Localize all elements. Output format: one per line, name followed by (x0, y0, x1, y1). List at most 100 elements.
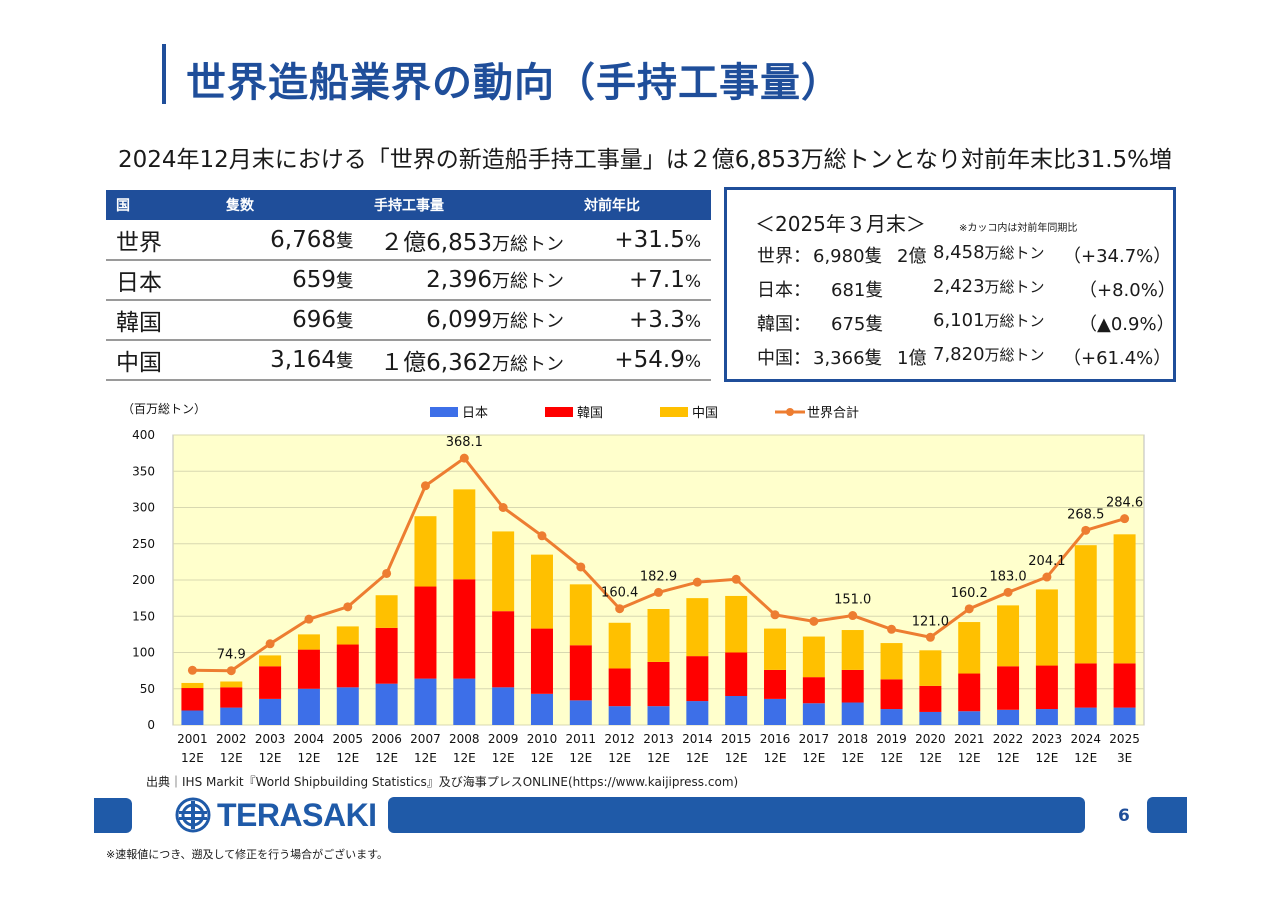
bar-segment (686, 656, 709, 702)
bar-segment (919, 650, 942, 686)
box-volume: 6,101万総トン (933, 310, 1045, 331)
country-cell: 韓国 (106, 300, 216, 341)
x-tick-label-period: 12E (375, 751, 398, 765)
bar-segment (1074, 707, 1097, 725)
y-tick-label: 150 (132, 609, 155, 623)
bar-segment (336, 644, 359, 688)
x-tick-label-year: 2022 (993, 732, 1024, 746)
world-total-point (382, 568, 392, 578)
bar-segment (375, 683, 398, 725)
footer-right-bar (1147, 797, 1187, 833)
legend-marker (786, 408, 794, 416)
terasaki-emblem-icon (175, 797, 211, 833)
box-change: （+34.7%） (1063, 246, 1172, 267)
box-country: 日本： (757, 280, 811, 301)
bar-segment (220, 687, 243, 708)
bar-segment (802, 677, 825, 704)
bar-segment (725, 595, 748, 653)
footer-left-bar (94, 798, 132, 833)
data-label: 183.0 (989, 569, 1026, 584)
bar-segment (997, 666, 1020, 710)
chart-svg: 0 50 100 150 200 250 300 350 400 （百万総トン） 日本 韓国 中国 世界合… (122, 402, 1145, 765)
legend-swatch (430, 407, 458, 417)
bar-segment (259, 698, 282, 725)
bar-segment (764, 698, 787, 725)
change-cell: +3.3% (574, 300, 711, 341)
x-tick-label-period: 12E (1074, 751, 1097, 765)
world-total-point (964, 604, 974, 614)
x-tick-label-period: 12E (414, 751, 437, 765)
bar-segment (530, 628, 553, 694)
x-tick-label-period: 12E (336, 751, 359, 765)
x-tick-label-period: 12E (1035, 751, 1058, 765)
x-tick-label-year: 2001 (177, 732, 208, 746)
x-tick-label-year: 2011 (566, 732, 597, 746)
x-tick-label-year: 2018 (837, 732, 868, 746)
bar-segment (958, 673, 981, 712)
bar-segment (492, 687, 515, 725)
world-total-point (304, 614, 314, 624)
x-tick-label-year: 2013 (643, 732, 674, 746)
change-cell: +7.1% (574, 260, 711, 301)
bar-segment (181, 710, 204, 725)
bar-segment (764, 669, 787, 699)
bar-segment (336, 626, 359, 645)
y-tick-label: 400 (132, 428, 155, 442)
bar-segment (647, 609, 670, 662)
header-volume: 手持工事量 (364, 190, 574, 220)
box-oku: 1億 (897, 348, 927, 369)
data-label: 160.2 (951, 586, 988, 601)
bar-segment (492, 531, 515, 612)
y-tick-label: 0 (147, 718, 155, 732)
legend-label: 韓国 (577, 406, 603, 421)
x-tick-label-period: 12E (686, 751, 709, 765)
bar-segment (297, 634, 320, 650)
bar-segment (764, 628, 787, 670)
world-total-point (809, 616, 819, 626)
x-tick-label-period: 12E (802, 751, 825, 765)
y-tick-label: 300 (132, 501, 155, 515)
x-tick-label-year: 2005 (333, 732, 364, 746)
table-row: 日本 659隻 2,396万総トン +7.1% (106, 260, 711, 301)
title-accent-bar (162, 44, 166, 104)
data-label: 204.1 (1028, 554, 1065, 569)
page-number: 6 (1118, 806, 1130, 826)
world-total-point (576, 562, 586, 572)
bar-segment (414, 516, 437, 587)
bar-segment (608, 622, 631, 669)
data-label: 160.4 (601, 586, 638, 601)
x-tick-label-period: 12E (298, 751, 321, 765)
box-ships: 6,980隻 (813, 246, 883, 267)
march-2025-box: ＜2025年３月末＞ ※カッコ内は対前年同期比 世界： 6,980隻 2億 8,458… (724, 187, 1176, 382)
bar-segment (880, 709, 903, 725)
x-tick-label-period: 12E (841, 751, 864, 765)
y-tick-label: 250 (132, 537, 155, 551)
world-total-point (1003, 587, 1013, 597)
data-label: 74.9 (217, 648, 246, 663)
bar-segment (375, 595, 398, 628)
bar-segment (1113, 707, 1136, 725)
x-tick-label-year: 2023 (1032, 732, 1063, 746)
ships-cell: 659隻 (216, 260, 364, 301)
bar-segment (220, 707, 243, 725)
data-label: 268.5 (1067, 507, 1104, 522)
box-volume: 8,458万総トン (933, 242, 1045, 263)
bar-segment (608, 706, 631, 725)
x-tick-label-period: 12E (453, 751, 476, 765)
data-label: 284.6 (1106, 496, 1143, 511)
bar-segment (725, 696, 748, 725)
bar-segment (220, 681, 243, 688)
volume-cell: 6,099万総トン (364, 300, 574, 341)
world-total-point (1081, 525, 1091, 535)
world-total-point (265, 639, 275, 649)
x-tick-label-year: 2012 (604, 732, 635, 746)
bar-segment (725, 652, 748, 696)
bar-segment (569, 700, 592, 725)
bar-segment (453, 579, 476, 679)
change-cell: +54.9% (574, 340, 711, 381)
bar-segment (453, 678, 476, 725)
world-total-point (692, 577, 702, 587)
bar-segment (841, 669, 864, 703)
bar-segment (841, 702, 864, 725)
data-label: 182.9 (640, 569, 677, 584)
